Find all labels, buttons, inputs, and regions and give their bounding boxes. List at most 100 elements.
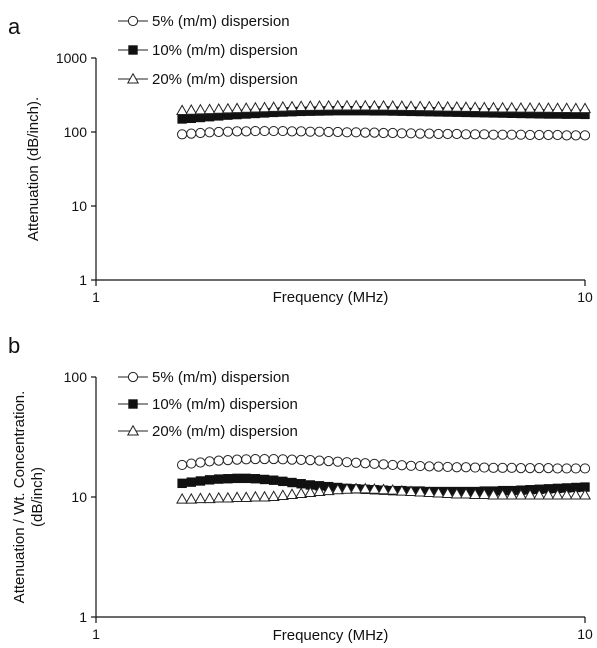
x-tick-label: 1 [92,289,100,305]
data-point [285,100,299,112]
data-point [176,492,189,504]
data-point [241,473,251,484]
data-point [360,127,371,138]
data-point [268,125,279,137]
data-point [285,488,299,499]
data-point [186,477,196,487]
series-open-circle [177,453,591,474]
data-point [524,129,536,141]
data-point [552,129,563,141]
y-tick-label: 1 [79,272,87,288]
data-point [259,453,270,465]
data-point [332,126,343,138]
data-point [341,457,353,468]
data-point [231,126,243,137]
data-point [561,463,572,474]
data-point [414,100,427,112]
data-point [331,483,344,495]
data-point [469,101,482,113]
data-point [433,128,444,140]
data-point [322,484,335,496]
data-point [250,474,261,484]
data-point [368,99,381,111]
legend-label: 20% (m/m) dispersion [152,71,298,88]
data-point [415,128,426,139]
data-point [223,474,233,484]
data-point [386,483,399,495]
data-point [479,129,490,140]
data-point [542,102,555,113]
data-point [404,485,418,497]
data-point [341,127,353,138]
data-point [542,488,555,500]
data-point [496,101,509,113]
y-tick-label: 10 [71,489,87,505]
data-point [286,454,298,465]
data-point [578,488,592,500]
data-point [250,453,261,465]
data-point [267,101,280,112]
data-point [515,463,527,474]
data-point [259,474,270,485]
data-point [277,125,288,137]
data-point [524,463,536,474]
legend-entry: 20% (m/m) dispersion [118,423,298,440]
data-point [442,128,453,140]
data-point [249,101,262,113]
x-tick-label: 10 [577,626,593,642]
legend-label: 5% (m/m) dispersion [152,13,290,30]
legend-entry: 5% (m/m) dispersion [118,13,290,30]
legend-label: 5% (m/m) dispersion [152,369,290,386]
panel-label: a [8,14,21,39]
data-point [579,130,591,141]
data-point [287,477,297,488]
data-point [340,483,353,494]
data-point [396,128,407,139]
chart-panel-a: a 1 10 100 1000 1 10 Frequency (MHz) Attenuation… [8,13,593,306]
data-point [451,462,462,473]
data-point [514,488,527,500]
data-point [369,458,380,469]
data-point [579,463,591,474]
data-point [203,492,216,504]
data-point [387,459,398,471]
data-point [350,99,363,111]
data-point [360,458,371,469]
data-point [296,479,306,489]
y-axis-label-line: Attenuation / Wt. Concentration. [11,391,28,604]
data-point [195,476,206,486]
data-point [414,485,427,497]
data-point [441,487,454,498]
data-point [204,127,215,138]
data-point [377,99,390,111]
data-point [460,462,472,473]
data-point [176,104,189,116]
data-point [313,485,326,497]
data-point [423,100,436,112]
data-point [195,457,206,468]
legend-label: 10% (m/m) dispersion [152,396,298,413]
data-point [332,456,343,467]
data-point [214,474,224,484]
data-point [378,459,389,470]
y-tick-label: 100 [64,124,88,140]
data-point [305,455,316,466]
data-point [295,487,308,498]
data-point [515,129,527,140]
data-point [296,126,307,137]
data-point [241,454,252,465]
data-point [395,100,408,111]
data-point [478,101,491,113]
data-point [395,484,408,496]
data-point [488,129,499,140]
data-point [313,100,326,111]
data-point [551,488,564,500]
y-tick-label: 10 [71,198,87,214]
legend-label: 10% (m/m) dispersion [152,42,298,59]
data-point [323,456,334,467]
data-point [213,126,224,138]
data-point [514,101,527,113]
data-point [478,488,491,499]
data-point [296,454,307,465]
data-point [505,101,518,113]
